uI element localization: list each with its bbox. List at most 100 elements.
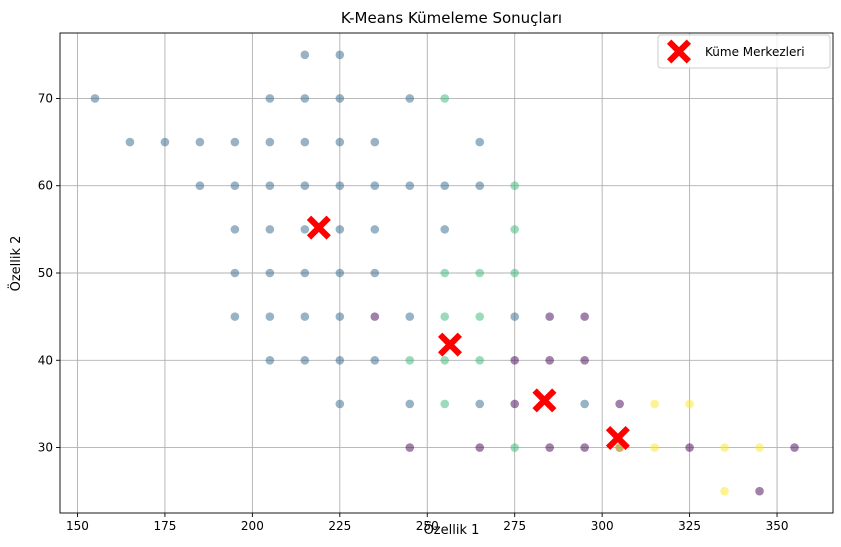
data-point [335,355,345,365]
data-point [335,50,345,60]
y-tick-label: 70 [38,91,53,105]
data-point [370,181,380,191]
centroid-marker [437,332,462,357]
centroid-marker [532,388,557,413]
axis-ticks: 150 175 200 225 250 275 300 325 350 30 40 50 60 70 [38,91,789,533]
data-point [685,443,694,452]
data-point [300,94,310,103]
data-point [510,268,520,278]
data-point [755,486,764,496]
data-point [685,399,694,409]
data-point [405,355,415,365]
data-point [440,94,450,103]
centroid-markers [306,215,630,450]
data-point [650,443,659,452]
data-point [580,399,589,409]
data-point [405,94,415,103]
data-point [265,137,275,147]
data-point [580,355,589,365]
data-point [615,399,624,409]
data-point [335,312,345,321]
data-point [230,225,240,234]
data-point [510,355,520,365]
data-point [650,399,659,409]
data-point [440,225,450,234]
data-point [90,94,100,103]
data-point [370,312,380,321]
data-point [230,181,240,191]
x-tick-label: 275 [503,519,526,533]
data-point [475,312,485,321]
data-point [440,268,450,278]
data-point [475,181,485,191]
data-point [475,443,485,452]
data-point [510,443,520,452]
y-tick-label: 30 [38,441,53,455]
data-point [335,181,345,191]
legend-box [657,34,831,69]
data-point [720,443,729,452]
data-point [405,443,415,452]
data-point [545,355,554,365]
x-tick-label: 325 [678,519,701,533]
data-point [580,443,589,452]
data-point [510,225,520,234]
data-point [370,137,380,147]
data-point [300,355,310,365]
x-tick-label: 250 [416,519,439,533]
data-point [440,355,450,365]
data-point [335,225,345,234]
y-tick-label: 50 [38,266,53,280]
data-point [195,137,205,147]
data-point [405,181,415,191]
data-point [790,443,799,452]
data-point [370,268,380,278]
data-point [510,399,520,409]
data-point [405,399,415,409]
data-point [475,268,485,278]
data-point [440,399,450,409]
x-tick-label: 175 [153,519,176,533]
data-point [125,137,135,147]
y-tick-label: 40 [38,353,53,367]
data-point [300,50,310,60]
data-point [580,312,589,321]
data-point [265,355,275,365]
y-tick-label: 60 [38,179,53,193]
data-point [440,312,450,321]
data-point [300,225,310,234]
data-point [405,312,415,321]
data-point [475,399,485,409]
data-point [545,312,554,321]
data-point [720,486,729,496]
data-point [230,268,240,278]
data-point [265,181,275,191]
data-point [300,137,310,147]
x-tick-label: 350 [766,519,789,533]
data-point [265,312,275,321]
data-point [230,312,240,321]
data-point [370,355,380,365]
data-points [90,50,799,496]
x-tick-label: 300 [591,519,614,533]
data-point [335,94,345,103]
data-point [335,137,345,147]
data-point [510,181,520,191]
data-point [475,137,485,147]
data-point [195,181,205,191]
chart-title: K-Means Kümeleme Sonuçları [341,9,562,27]
data-point [265,225,275,234]
data-point [300,181,310,191]
data-point [475,355,485,365]
data-point [510,312,520,321]
data-point [370,225,380,234]
data-point [265,268,275,278]
data-point [545,443,554,452]
data-point [440,181,450,191]
data-point [265,94,275,103]
legend-centroid-icon [667,39,691,64]
x-tick-label: 150 [66,519,89,533]
legend-label: Küme Merkezleri [705,45,805,59]
legend-centroid-marker [667,39,691,64]
